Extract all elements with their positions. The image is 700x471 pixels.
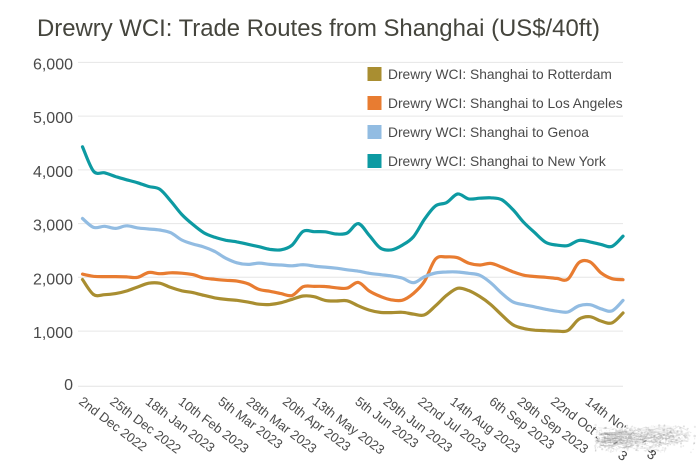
svg-text:Drewry WCI: Shanghai to Genoa: Drewry WCI: Shanghai to Genoa [388,125,589,140]
svg-text:3,000: 3,000 [33,218,73,235]
svg-text:Drewry WCI: Shanghai to Rotter: Drewry WCI: Shanghai to Rotterdam [388,67,612,82]
svg-text:1,000: 1,000 [33,325,73,342]
svg-text:6,000: 6,000 [33,56,73,73]
svg-text:Drewry WCI: Shanghai to New Yo: Drewry WCI: Shanghai to New York [388,154,606,169]
svg-text:4,000: 4,000 [33,164,73,181]
svg-text:5,000: 5,000 [33,110,73,127]
svg-text:Drewry WCI: Shanghai to Los An: Drewry WCI: Shanghai to Los Angeles [388,96,623,111]
svg-text:2,000: 2,000 [33,271,73,288]
svg-text:0: 0 [64,377,73,394]
